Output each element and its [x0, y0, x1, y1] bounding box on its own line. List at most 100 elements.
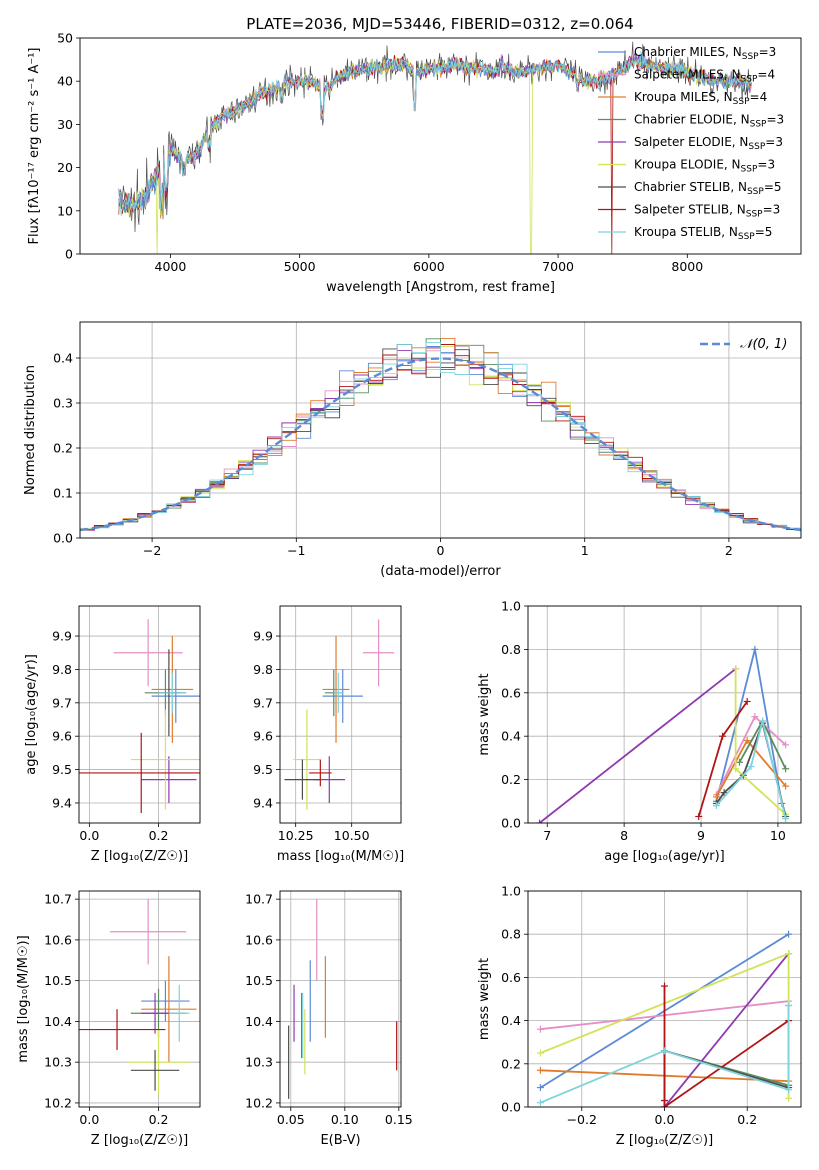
x-tick-label: 4000: [155, 259, 187, 274]
y-tick-label: 40: [57, 74, 73, 89]
histogram-kroupa-stelib: [80, 341, 801, 538]
y-tick-label: 10.6: [245, 932, 273, 947]
x-tick-label: 7: [543, 828, 551, 843]
x-tick-label: 0.0: [79, 1112, 99, 1127]
y-tick-label: 9.5: [52, 762, 72, 777]
axes-frame: [79, 321, 802, 539]
y-tick-label: 9.4: [253, 795, 273, 810]
y-tick-label: 10.2: [44, 1095, 72, 1110]
x-tick-label: 8000: [671, 259, 703, 274]
y-tick-label: 10.6: [44, 932, 72, 947]
weight-line-salpeter-stelib: [661, 982, 793, 1107]
x-tick-label: 10: [770, 828, 786, 843]
x-tick-label: 5000: [284, 259, 316, 274]
y-tick-label: 10.3: [44, 1055, 72, 1070]
legend-label-chabrier-miles: Chabrier MILES, NSSP=3: [634, 45, 776, 62]
y-tick-label: 10.5: [245, 973, 273, 988]
y-tick-label: 10.3: [245, 1055, 273, 1070]
weight-line-kroupa-stelib: [712, 717, 790, 823]
axes-frame: [279, 890, 402, 1108]
y-axis-label: mass [log₁₀(M/M☉)]: [16, 935, 31, 1062]
y-tick-label: 9.5: [253, 762, 273, 777]
y-tick-label: 10.7: [44, 892, 72, 907]
y-tick-label: 1.0: [501, 599, 521, 614]
weight-path: [538, 668, 737, 823]
y-tick-label: 9.7: [253, 695, 273, 710]
axes-frame: [78, 890, 201, 1108]
legend-label-normal: 𝒩(0, 1): [740, 337, 787, 352]
x-axis-label: Z [log₁₀(Z/Z☉)]: [91, 1133, 188, 1148]
x-tick-label: 0.10: [331, 1112, 359, 1127]
x-axis-label: E(B-V): [320, 1133, 360, 1148]
figure-title: PLATE=2036, MJD=53446, FIBERID=0312, z=0…: [246, 15, 633, 33]
x-tick-label: 10.50: [334, 828, 370, 843]
y-tick-label: 0.3: [53, 396, 73, 411]
axes-frame: [527, 605, 802, 824]
mass-vs-EBV-panel: 0.05 0.10 0.15 10.2 10.3 10.4 10.5 10.6 10.7 E(B-…: [245, 890, 413, 1148]
mass-weight-vs-Z-panel: −0.2 0.0 0.2 0.0 0.2 0.4 0.6 0.8 1.0 Z [log₁₀(Z/Z…: [477, 884, 802, 1148]
x-axis-label: Z [log₁₀(Z/Z☉)]: [91, 849, 188, 864]
axes-frame: [279, 605, 402, 824]
errorbar-salpeter-elodie: [141, 756, 197, 803]
weight-path: [663, 986, 790, 1107]
y-tick-label: 10.7: [245, 892, 273, 907]
weight-path: [715, 720, 787, 819]
x-axis-label: (data-model)/error: [380, 564, 501, 579]
errorbar-salpeter-miles: [110, 899, 187, 965]
x-tick-label: 0.0: [655, 1112, 675, 1127]
y-tick-label: 0.8: [501, 927, 521, 942]
x-tick-label: 0.2: [149, 1112, 169, 1127]
errorbar-chabrier-stelib: [130, 1049, 180, 1091]
x-tick-label: 6000: [413, 259, 445, 274]
x-tick-label: −1: [287, 543, 305, 558]
normal-curve: [79, 357, 802, 532]
y-tick-label: 9.8: [52, 662, 72, 677]
y-tick-label: 9.4: [52, 795, 72, 810]
errorbar-kroupa-stelib: [168, 984, 190, 1042]
y-tick-label: 0.0: [501, 816, 521, 831]
errorbar-chabrier-miles: [322, 669, 363, 723]
x-tick-label: 8: [620, 828, 628, 843]
mass-vs-Z-panel: 0.0 0.2 10.2 10.3 10.4 10.5 10.6 10.7 Z [log₁₀(Z…: [16, 890, 201, 1148]
y-axis-label: mass weight: [477, 673, 492, 755]
spectrum-line-kroupa-stelib: [118, 50, 752, 216]
x-tick-label: 1: [581, 543, 589, 558]
y-tick-label: 10.5: [44, 973, 72, 988]
legend-label-kroupa-miles: Kroupa MILES, NSSP=4: [634, 90, 767, 107]
legend-label-kroupa-elodie: Kroupa ELODIE, NSSP=3: [634, 158, 775, 175]
y-tick-label: 0.6: [501, 970, 521, 985]
legend-label-salpeter-elodie: Salpeter ELODIE, NSSP=3: [634, 135, 783, 152]
errorbar-kroupa-elodie: [127, 1029, 190, 1095]
weight-line-salpeter-stelib: [695, 697, 751, 820]
residuals-panel: −2 −1 0 1 2 0.0 0.1 0.2 0.3 0.4 𝒩(0, 1) (data-model…: [23, 321, 802, 579]
errorbar-salpeter-miles: [362, 619, 395, 687]
x-tick-label: 7000: [542, 259, 574, 274]
errorbar-salpeter-stelib: [79, 732, 200, 813]
spectrum-legend: Chabrier MILES, NSSP=3 Salpeter MILES, NS…: [598, 45, 784, 242]
x-tick-label: −2: [143, 543, 161, 558]
y-tick-label: 0.8: [501, 642, 521, 657]
x-axis-label: wavelength [Angstrom, rest frame]: [326, 280, 555, 295]
x-axis-label: Z [log₁₀(Z/Z☉)]: [616, 1133, 713, 1148]
panels-layer: 4000 5000 6000 7000 800001020304050wavelengt…: [16, 31, 802, 1148]
age-vs-Z-panel: 0.0 0.2 9.4 9.5 9.6 9.7 9.8 9.9 Z [log₁₀(Z/Z☉)] a…: [24, 605, 201, 864]
errorbar-chabrier-miles: [151, 669, 200, 723]
errorbar-kroupa-elodie: [130, 709, 200, 810]
y-tick-label: 0.4: [501, 1013, 521, 1028]
y-tick-label: 30: [57, 117, 73, 132]
errorbar-salpeter-miles: [113, 619, 183, 687]
y-tick-label: 10: [57, 203, 73, 218]
y-tick-label: 9.9: [253, 629, 273, 644]
x-tick-label: 2: [725, 543, 733, 558]
y-tick-label: 50: [57, 31, 73, 46]
x-tick-label: 9: [697, 828, 705, 843]
y-tick-label: 0.2: [501, 772, 521, 787]
y-axis-label: Flux [fλ10⁻¹⁷ erg cm⁻² s⁻¹ A⁻¹]: [27, 48, 42, 245]
x-tick-label: 10.25: [278, 828, 314, 843]
y-tick-label: 1.0: [501, 884, 521, 899]
errorbar-chabrier-stelib: [284, 759, 321, 800]
y-tick-label: 10.2: [245, 1095, 273, 1110]
axes-frame: [527, 890, 802, 1108]
